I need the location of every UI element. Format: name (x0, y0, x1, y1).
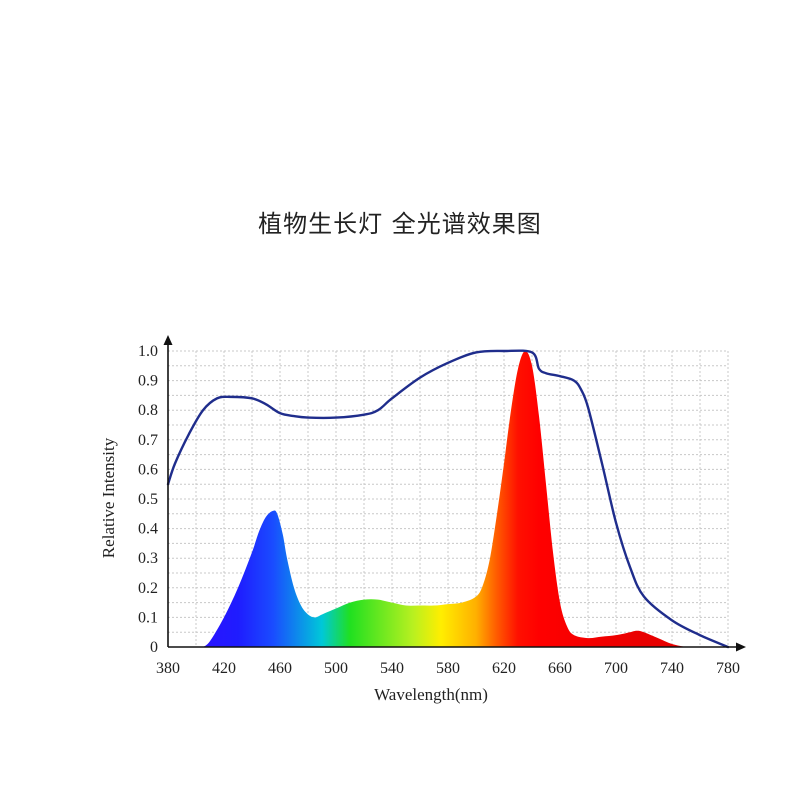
transmission-line (166, 349, 730, 649)
y-tick-label: 0.8 (138, 402, 158, 419)
spectrum-area (203, 350, 686, 647)
axes (163, 335, 746, 652)
y-tick-label: 0.1 (138, 609, 158, 626)
x-tick-label: 740 (660, 660, 684, 677)
y-tick-label: 0.6 (138, 461, 158, 478)
spectrum-area-series (203, 350, 686, 647)
x-tick-label: 380 (156, 660, 180, 677)
y-tick-label: 0.3 (138, 550, 158, 567)
y-tick-label: 0.9 (138, 373, 158, 390)
y-tick-label: 0.7 (138, 432, 158, 449)
x-tick-label: 420 (212, 660, 236, 677)
x-axis-title: Wavelength(nm) (374, 685, 488, 704)
y-axis-title: Relative Intensity (99, 437, 118, 558)
x-tick-label: 540 (380, 660, 404, 677)
tick-labels: 380 420 460 500 540 580 620 660 700 740 780 0 0.1 0.2… (138, 343, 740, 677)
y-tick-label: 0.4 (138, 521, 158, 538)
transmission-line-series (166, 349, 730, 649)
y-tick-label: 0.5 (138, 491, 158, 508)
x-tick-label: 780 (716, 660, 740, 677)
x-tick-label: 700 (604, 660, 628, 677)
x-axis-arrow-icon (736, 642, 746, 652)
x-tick-label: 500 (324, 660, 348, 677)
y-tick-label: 1.0 (138, 343, 158, 360)
x-tick-label: 660 (548, 660, 572, 677)
y-axis-arrow-icon (163, 335, 173, 345)
x-tick-label: 580 (436, 660, 460, 677)
x-tick-label: 460 (268, 660, 292, 677)
y-tick-label: 0.2 (138, 580, 158, 597)
y-tick-label: 0 (150, 639, 158, 656)
x-tick-label: 620 (492, 660, 516, 677)
chart-title: 植物生长灯 全光谱效果图 (258, 210, 542, 238)
